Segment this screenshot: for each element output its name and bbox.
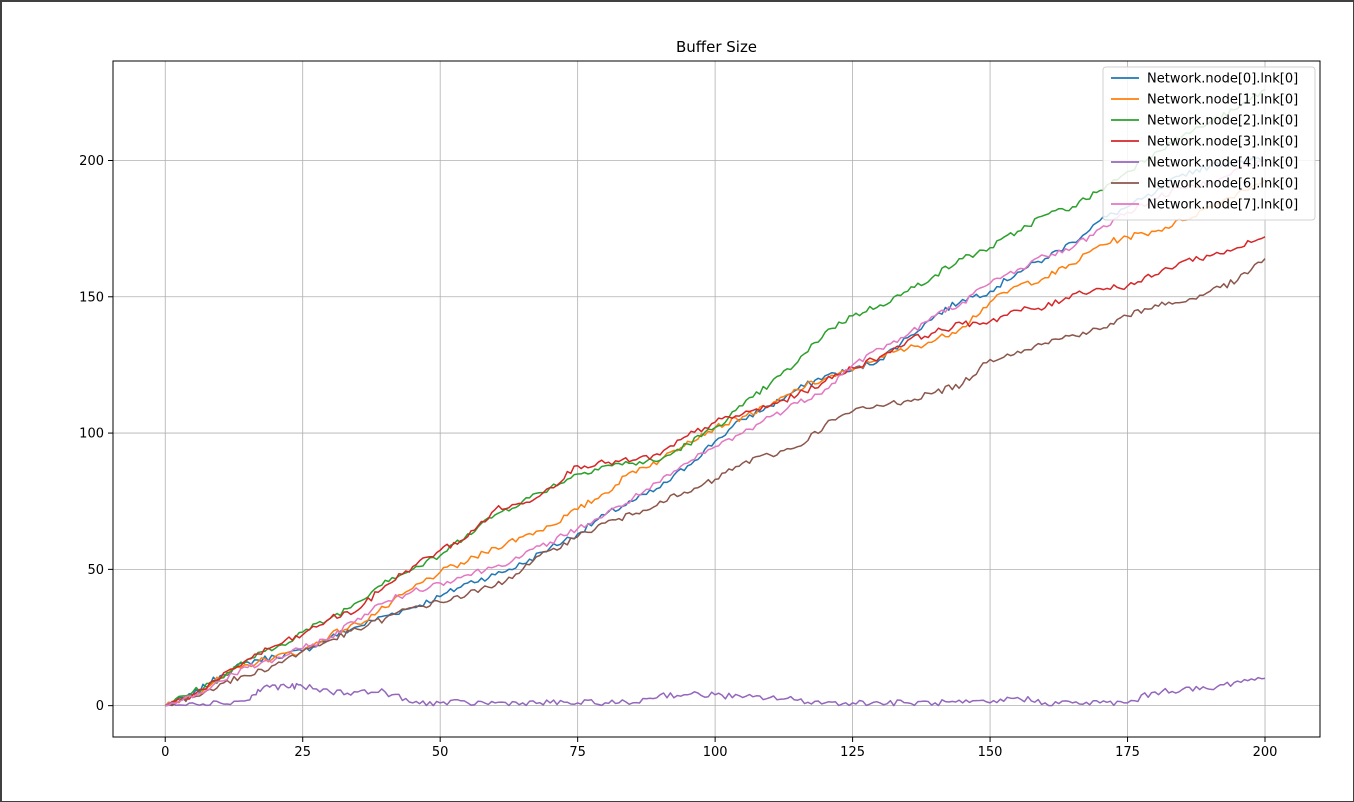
legend-label: Network.node[0].lnk[0] xyxy=(1147,72,1298,87)
series-line-4 xyxy=(164,676,1266,707)
series-line-3 xyxy=(165,236,1266,707)
y-tick-label: 100 xyxy=(79,427,104,442)
plot-area-frame xyxy=(112,60,1321,738)
x-tick-label: 125 xyxy=(840,745,865,760)
y-tick-label: 150 xyxy=(79,290,104,305)
x-tick-label: 200 xyxy=(1253,745,1278,760)
chart-title: Buffer Size xyxy=(676,38,757,56)
legend-box xyxy=(1102,66,1316,221)
x-tick-label: 25 xyxy=(294,745,311,760)
x-tick-label: 0 xyxy=(161,745,169,760)
legend-label: Network.node[2].lnk[0] xyxy=(1147,114,1298,129)
tick-layer: 0 25 50 75 100 125 150 175 200 0 50 100 150 200 xyxy=(79,154,1277,760)
series-line-2 xyxy=(165,88,1266,707)
y-tick-label: 0 xyxy=(96,699,104,714)
legend-label: Network.node[3].lnk[0] xyxy=(1147,135,1298,150)
series-line-6 xyxy=(165,159,1266,707)
x-tick-label: 150 xyxy=(978,745,1003,760)
legend: Network.node[0].lnk[0] Network.node[1].ln… xyxy=(1102,66,1316,221)
series-line-5 xyxy=(165,258,1266,707)
legend-label: Network.node[7].lnk[0] xyxy=(1147,198,1298,213)
x-tick-label: 50 xyxy=(432,745,449,760)
y-tick-label: 200 xyxy=(79,154,104,169)
legend-label: Network.node[1].lnk[0] xyxy=(1147,93,1298,108)
y-tick-label: 50 xyxy=(87,563,104,578)
legend-label: Network.node[4].lnk[0] xyxy=(1147,156,1298,171)
x-tick-label: 100 xyxy=(703,745,728,760)
x-tick-label: 75 xyxy=(569,745,586,760)
series-layer xyxy=(164,88,1266,707)
x-tick-label: 175 xyxy=(1115,745,1140,760)
legend-label: Network.node[6].lnk[0] xyxy=(1147,177,1298,192)
series-line-0 xyxy=(164,156,1266,707)
